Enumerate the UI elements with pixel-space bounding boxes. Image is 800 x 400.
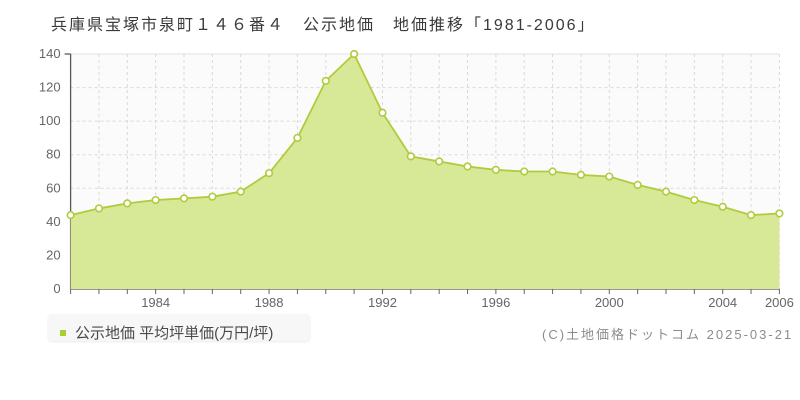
svg-text:2000: 2000: [595, 295, 624, 310]
svg-text:1988: 1988: [255, 295, 284, 310]
svg-text:80: 80: [46, 147, 60, 162]
svg-text:120: 120: [39, 80, 61, 95]
svg-text:1996: 1996: [481, 295, 510, 310]
svg-text:2004: 2004: [708, 295, 737, 310]
svg-text:60: 60: [46, 180, 60, 195]
svg-text:1992: 1992: [368, 295, 397, 310]
svg-text:100: 100: [39, 113, 61, 128]
svg-text:40: 40: [46, 214, 60, 229]
svg-text:20: 20: [46, 247, 60, 262]
svg-text:1984: 1984: [141, 295, 170, 310]
svg-text:2006: 2006: [765, 295, 794, 310]
svg-text:140: 140: [39, 46, 61, 61]
svg-text:0: 0: [53, 281, 60, 296]
